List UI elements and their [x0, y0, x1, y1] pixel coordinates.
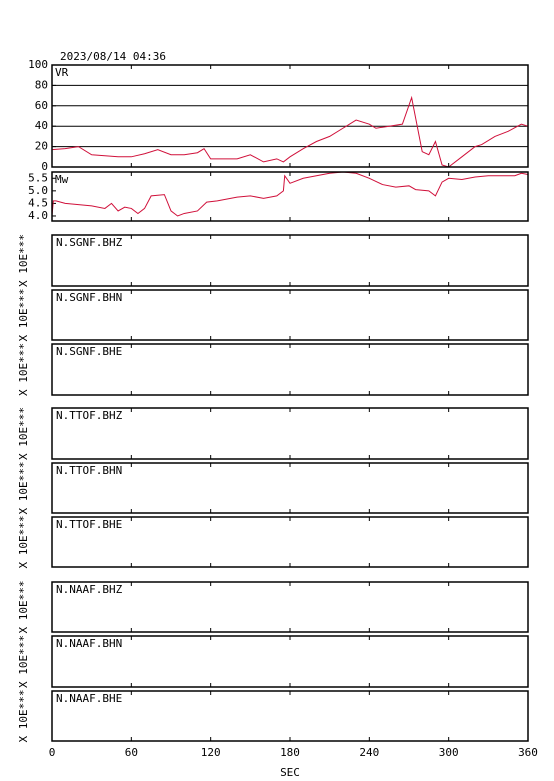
panel-frame [51, 289, 529, 341]
panel-label: N.SGNF.BHZ [56, 236, 123, 249]
y-tick-label: 4.0 [28, 209, 48, 222]
y-tick-label: 60 [35, 99, 48, 112]
scale-label: X 10E*** [17, 635, 30, 688]
panel-frame [51, 516, 529, 568]
series-label: VR [55, 66, 69, 79]
series-label: Mw [55, 173, 69, 186]
panel-label: N.NAAF.BHE [56, 692, 122, 705]
panel-label: N.SGNF.BHE [56, 345, 122, 358]
x-tick-label: 360 [518, 746, 538, 759]
scale-label: X 10E*** [17, 407, 30, 460]
x-tick-label: 0 [49, 746, 56, 759]
panel-frame [51, 407, 529, 460]
x-axis-label: SEC [280, 766, 300, 779]
x-tick-label: 60 [125, 746, 138, 759]
scale-label: X 10E*** [17, 343, 30, 396]
y-tick-label: 5.0 [28, 184, 48, 197]
x-tick-label: 180 [280, 746, 300, 759]
y-tick-label: 80 [35, 78, 48, 91]
y-tick-label: 100 [28, 58, 48, 71]
chart-title: 2023/08/14 04:36 [60, 50, 166, 63]
scale-label: X 10E*** [17, 581, 30, 634]
y-tick-label: 40 [35, 119, 48, 132]
panel-frame [51, 462, 529, 514]
scale-label: X 10E*** [17, 462, 30, 515]
y-tick-label: 5.5 [28, 171, 48, 184]
y-tick-label: 20 [35, 140, 48, 153]
panel-label: N.SGNF.BHN [56, 291, 122, 304]
y-tick-label: 4.5 [28, 196, 48, 209]
scale-label: X 10E*** [17, 690, 30, 743]
panel-label: N.TTOF.BHZ [56, 409, 123, 422]
panel-frame [51, 635, 529, 688]
panel-label: N.TTOF.BHN [56, 464, 122, 477]
scale-label: X 10E*** [17, 289, 30, 342]
x-tick-label: 300 [439, 746, 459, 759]
data-line [51, 95, 529, 168]
panel-frame [51, 64, 529, 168]
scale-label: X 10E*** [17, 516, 30, 569]
scale-label: X 10E*** [17, 234, 30, 287]
panel-frame [51, 343, 529, 396]
panel-label: N.TTOF.BHE [56, 518, 122, 531]
panel-label: N.NAAF.BHZ [56, 583, 123, 596]
panel-frame [51, 581, 529, 633]
panel-label: N.NAAF.BHN [56, 637, 122, 650]
y-tick-label: 0 [41, 160, 48, 173]
panel-frame [51, 234, 529, 287]
panel-frame [51, 690, 529, 742]
x-tick-label: 240 [359, 746, 379, 759]
data-line [51, 171, 529, 217]
x-tick-label: 120 [201, 746, 221, 759]
